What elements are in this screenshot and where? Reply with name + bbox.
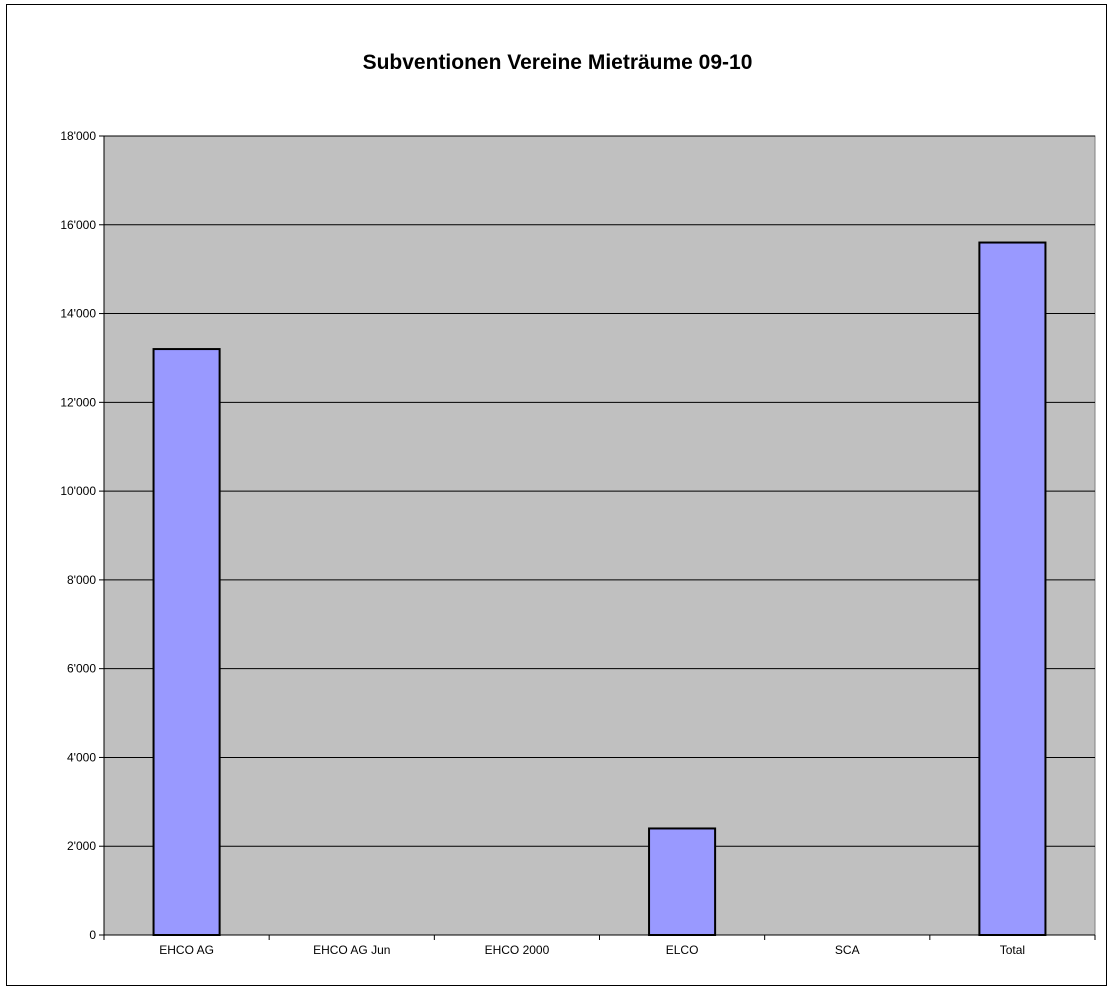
y-tick-label: 6'000 — [67, 662, 96, 676]
y-tick-label: 10'000 — [60, 484, 96, 498]
y-tick-label: 18'000 — [60, 129, 96, 143]
y-tick-label: 14'000 — [60, 307, 96, 321]
x-tick-label: ELCO — [666, 943, 699, 957]
x-tick-label: EHCO 2000 — [485, 943, 550, 957]
x-tick-label: EHCO AG Jun — [313, 943, 390, 957]
bar — [648, 827, 717, 937]
bar — [978, 241, 1047, 937]
x-tick-label: SCA — [835, 943, 860, 957]
y-tick-label: 4'000 — [67, 750, 96, 764]
y-tick-label: 12'000 — [60, 395, 96, 409]
plot-area — [103, 135, 1096, 936]
chart-title: Subventionen Vereine Mieträume 09-10 — [362, 51, 753, 74]
y-tick-label: 2'000 — [67, 839, 96, 853]
y-tick-label: 16'000 — [60, 218, 96, 232]
x-tick-label: Total — [1000, 943, 1025, 957]
y-tick-label: 8'000 — [67, 573, 96, 587]
y-tick-label: 0 — [89, 928, 96, 942]
x-tick-label: EHCO AG — [159, 943, 214, 957]
bar — [152, 348, 221, 937]
